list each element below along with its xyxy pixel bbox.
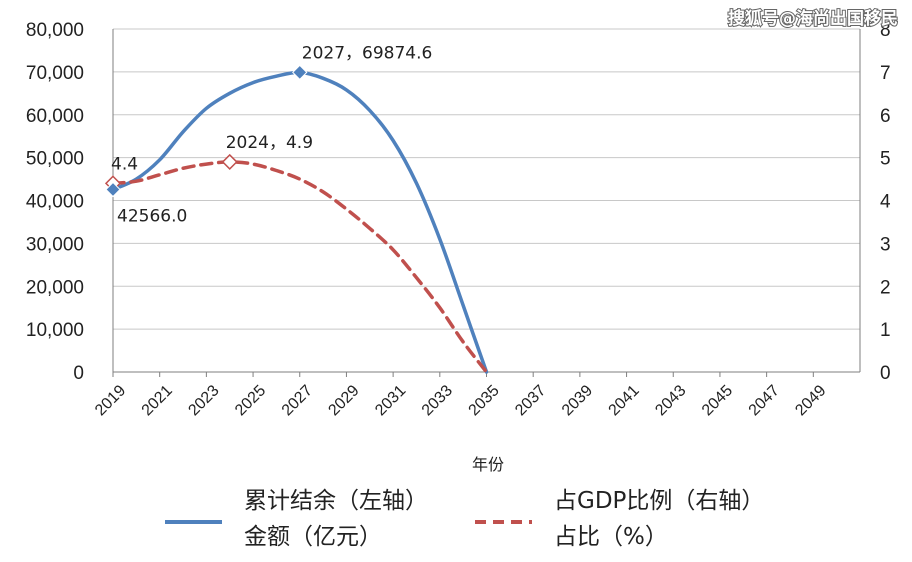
data-label: 2024，4.9 (226, 133, 313, 153)
left-tick-label: 20,000 (26, 277, 84, 298)
right-tick-label: 3 (880, 234, 891, 255)
left-tick-label: 80,000 (26, 20, 84, 41)
x-tick-label: 2045 (699, 382, 736, 419)
x-tick-label: 2031 (372, 382, 409, 419)
legend-label: 占比（%） (554, 524, 668, 550)
x-tick-label: 2047 (746, 382, 783, 419)
x-tick-label: 2021 (139, 382, 176, 419)
left-axis-ticks: 0 10,000 20,000 30,000 40,000 50,000 60,000 70,… (26, 20, 84, 384)
x-tick-label: 2023 (185, 382, 222, 419)
right-tick-label: 7 (880, 63, 891, 84)
x-tick-label: 2019 (92, 382, 129, 419)
x-tick-label: 2027 (279, 382, 316, 419)
right-tick-label: 5 (880, 149, 891, 170)
right-tick-label: 0 (880, 363, 891, 384)
left-tick-label: 60,000 (26, 106, 84, 127)
x-tick-label: 2049 (792, 382, 829, 419)
x-tick-label: 2043 (652, 382, 689, 419)
left-tick-label: 40,000 (26, 192, 84, 213)
data-marker (292, 64, 308, 81)
x-tick-label: 2037 (512, 382, 549, 419)
legend-label: 占GDP比例（右轴） (554, 488, 764, 514)
left-tick-label: 30,000 (26, 234, 84, 255)
data-marker (221, 153, 238, 170)
legend-label: 累计结余（左轴） (244, 488, 428, 514)
x-tick-label: 2025 (232, 382, 269, 419)
legend-label: 金额（亿元） (244, 524, 382, 550)
data-label: 4.4 (111, 154, 138, 174)
axes (112, 29, 861, 372)
right-tick-label: 1 (880, 320, 891, 341)
data-label: 2027，69874.6 (302, 43, 433, 63)
right-tick-label: 8 (880, 20, 891, 41)
x-tick-label: 2033 (419, 382, 456, 419)
x-axis-label: 年份 (472, 455, 504, 474)
x-tick-label: 2035 (465, 382, 502, 419)
data-marker (105, 181, 121, 198)
annotations: 2027，69874.6 2024，4.9 4.4 42566.0 (104, 43, 433, 226)
data-label: 42566.0 (117, 206, 187, 226)
left-tick-label: 0 (73, 363, 84, 384)
left-tick-label: 70,000 (26, 63, 84, 84)
left-tick-label: 10,000 (26, 320, 84, 341)
gridlines (113, 28, 860, 373)
x-tick-label: 2041 (606, 382, 643, 419)
x-axis-ticks: 2019 2021 2023 2025 2027 2029 2031 2033 2035 2037… (92, 372, 830, 419)
watermark: 搜狐号@海尚出国移民 (728, 8, 898, 29)
x-tick-label: 2029 (325, 382, 362, 419)
right-tick-label: 4 (880, 192, 891, 213)
series-line-2 (111, 160, 489, 374)
x-tick-label: 2039 (559, 382, 596, 419)
legend: 累计结余（左轴） 金额（亿元） 占GDP比例（右轴） 占比（%） (165, 488, 764, 550)
right-tick-label: 2 (880, 277, 891, 298)
right-tick-label: 6 (880, 106, 891, 127)
left-tick-label: 50,000 (26, 149, 84, 170)
right-axis-ticks: 0 1 2 3 4 5 6 7 8 (880, 20, 891, 384)
